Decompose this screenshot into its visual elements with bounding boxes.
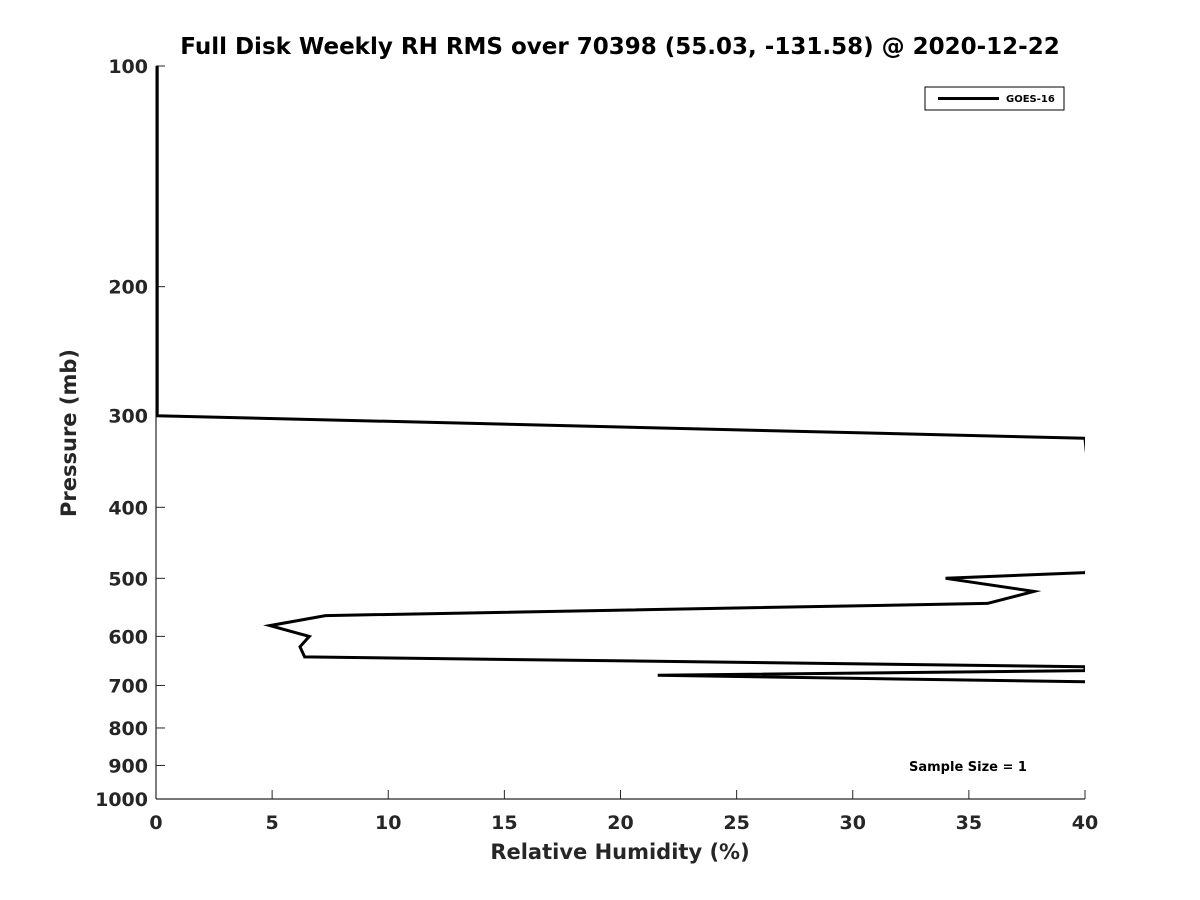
legend-label-goes16: GOES-16 (1006, 94, 1055, 105)
sample-size-annotation: Sample Size = 1 (909, 760, 1027, 775)
x-tick-label: 10 (375, 812, 401, 834)
axes: 0 5 10 15 20 25 30 35 40 100 200 300 400 500 600 700 800… (95, 56, 1098, 834)
y-axis-title: Pressure (mb) (57, 349, 81, 517)
y-tick-label: 700 (108, 675, 148, 697)
series-layer (156, 66, 1085, 684)
legend: GOES-16 (924, 86, 1065, 111)
y-tick-label: 400 (108, 497, 148, 519)
x-tick-label: 15 (491, 812, 517, 834)
x-tick-label: 35 (956, 812, 982, 834)
x-tick-label: 0 (149, 812, 162, 834)
x-tick-label: 25 (723, 812, 749, 834)
y-tick-label: 500 (108, 568, 148, 590)
series-line-goes-16 (156, 66, 1085, 684)
y-tick-label: 200 (108, 277, 148, 299)
x-tick-label: 5 (266, 812, 279, 834)
x-axis-title: Relative Humidity (%) (490, 840, 749, 864)
y-tick-label: 600 (108, 626, 148, 648)
y-tick-label: 1000 (95, 789, 148, 811)
y-tick-label: 300 (108, 406, 148, 428)
y-tick-label: 900 (108, 755, 148, 777)
x-tick-label: 20 (607, 812, 633, 834)
x-tick-label: 40 (1072, 812, 1098, 834)
x-tick-label: 30 (840, 812, 866, 834)
y-tick-label: 100 (108, 56, 148, 78)
y-tick-label: 800 (108, 718, 148, 740)
chart-title: Full Disk Weekly RH RMS over 70398 (55.0… (180, 34, 1059, 60)
